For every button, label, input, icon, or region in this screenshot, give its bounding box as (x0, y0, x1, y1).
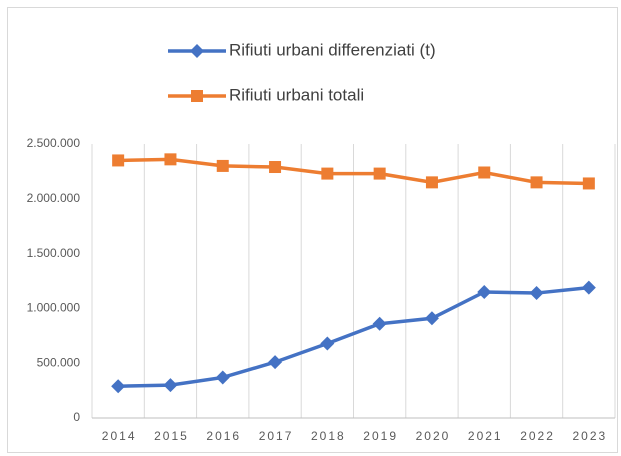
point (478, 166, 491, 179)
x-tick-label: 2017 (259, 429, 294, 443)
point (425, 176, 438, 189)
point (321, 167, 334, 180)
chart-border (7, 7, 618, 453)
x-tick-label: 2015 (154, 429, 189, 443)
x-tick-label: 2014 (102, 429, 137, 443)
legend-text: Rifiuti urbani differenziati (t) (229, 40, 436, 59)
point (582, 177, 595, 190)
point (268, 355, 283, 370)
point (112, 154, 125, 167)
legend-marker (191, 90, 203, 102)
point (111, 379, 126, 394)
point (320, 336, 335, 351)
x-tick-label: 2023 (572, 429, 607, 443)
x-tick-label: 2022 (520, 429, 555, 443)
point (529, 286, 544, 301)
line (118, 285, 590, 388)
point (424, 311, 439, 326)
point (477, 284, 492, 299)
y-tick-label: 1.000.000 (27, 301, 81, 315)
x-tick-label: 2016 (206, 429, 241, 443)
point (215, 370, 230, 385)
y-tick-label: 2.500.000 (27, 136, 81, 150)
y-tick-label: 2.000.000 (27, 191, 81, 205)
point (164, 153, 177, 166)
legend-text: Rifiuti urbani totali (229, 85, 364, 104)
x-tick-label: 2019 (363, 429, 398, 443)
point (163, 378, 178, 393)
legend-marker (190, 44, 204, 58)
point (216, 159, 229, 172)
point (530, 176, 543, 189)
point (372, 316, 387, 331)
x-tick-label: 2021 (468, 429, 503, 443)
y-tick-label: 0 (73, 410, 80, 424)
x-tick-label: 2018 (311, 429, 346, 443)
line (118, 157, 589, 186)
point (269, 161, 282, 174)
point (373, 167, 386, 180)
y-tick-label: 1.500.000 (27, 246, 81, 260)
point (581, 280, 596, 295)
y-tick-label: 500.000 (37, 355, 81, 369)
x-tick-label: 2020 (416, 429, 451, 443)
